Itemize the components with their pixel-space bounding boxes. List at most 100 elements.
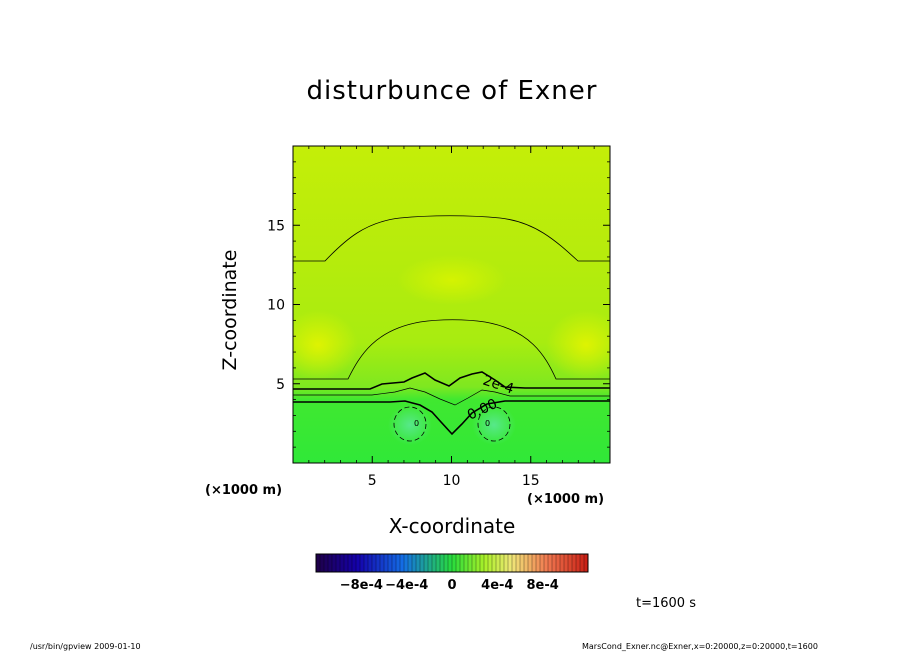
colorbar-swatch [316, 554, 321, 572]
colorbar-swatch [484, 554, 489, 572]
contour-line-0 [293, 400, 610, 436]
x-tick-label: 10 [443, 473, 461, 489]
colorbar-swatch [512, 554, 517, 572]
colorbar-swatch [460, 554, 465, 572]
colorbar-tick-label: −8e-4 [340, 578, 383, 593]
y-ticks: 5 10 15 [267, 161, 610, 448]
time-label: t=1600 s [636, 596, 696, 611]
chart-title: disturbunce of Exner [306, 76, 598, 106]
colorbar-swatch [396, 554, 401, 572]
colorbar-swatch [480, 554, 485, 572]
x-axis-label: X-coordinate [0, 514, 904, 538]
colorbar-swatch [528, 554, 533, 572]
colorbar-swatch [328, 554, 333, 572]
colorbar-swatch [564, 554, 569, 572]
y-tick-label: 5 [276, 377, 285, 393]
colorbar-swatch [560, 554, 565, 572]
colorbar-swatch [428, 554, 433, 572]
colorbar-swatch [476, 554, 481, 572]
colorbar-tick-label: 8e-4 [527, 578, 559, 593]
colorbar-swatch [436, 554, 441, 572]
colorbar-swatch [516, 554, 521, 572]
heatmap-high-region-left [293, 310, 358, 380]
colorbar-swatch [380, 554, 385, 572]
colorbar-swatch [400, 554, 405, 572]
x-axis-label-text: X-coordinate [388, 514, 516, 538]
contour-label-0-left: 0 [414, 419, 419, 428]
colorbar-swatch [552, 554, 557, 572]
x-unit-label-left: (×1000 m) [205, 483, 283, 498]
colorbar-swatch [520, 554, 525, 572]
heatmap-low-region-left [388, 405, 432, 445]
colorbar-swatch [408, 554, 413, 572]
colorbar-swatch [452, 554, 457, 572]
colorbar-swatch [448, 554, 453, 572]
colorbar-frame [315, 553, 589, 573]
colorbar-tick-label: −4e-4 [385, 578, 428, 593]
colorbar-swatch [348, 554, 353, 572]
x-unit-label-right: (×1000 m) [527, 492, 605, 507]
colorbar-tick-label: 0 [447, 578, 456, 593]
colorbar-swatch [376, 554, 381, 572]
colorbar-swatch [540, 554, 545, 572]
footer-left: /usr/bin/gpview 2009-01-10 [30, 642, 141, 651]
x-ticks: 5 10 15 [308, 146, 595, 489]
colorbar-swatch [444, 554, 449, 572]
heatmap-high-region-right [546, 310, 610, 380]
heatmap-low-region-right [472, 405, 516, 445]
colorbar-swatch [568, 554, 573, 572]
colorbar-swatch [536, 554, 541, 572]
x-tick-label: 15 [522, 473, 540, 489]
colorbar-swatch [332, 554, 337, 572]
colorbar-swatch [468, 554, 473, 572]
colorbar-swatch [360, 554, 365, 572]
colorbar-swatch [336, 554, 341, 572]
colorbar-swatch [572, 554, 577, 572]
footer-right: MarsCond_Exner.nc@Exner,x=0:20000,z=0:20… [582, 642, 818, 651]
colorbar-swatch [416, 554, 421, 572]
colorbar-swatch [404, 554, 409, 572]
colorbar-swatch [508, 554, 513, 572]
colorbar-swatch [556, 554, 561, 572]
colorbar-swatch [420, 554, 425, 572]
colorbar-swatch [464, 554, 469, 572]
colorbar-swatch [412, 554, 417, 572]
contour-line-middle [293, 319, 610, 380]
contour-line-2e-4 [293, 371, 610, 390]
heatmap-field [293, 146, 610, 463]
colorbar [315, 553, 589, 573]
colorbar-swatch [356, 554, 361, 572]
colorbar-swatch [384, 554, 389, 572]
colorbar-swatch [340, 554, 345, 572]
contour-label-0-right: 0 [485, 419, 490, 428]
colorbar-swatch [544, 554, 549, 572]
colorbar-tick-label: 4e-4 [481, 578, 513, 593]
colorbar-swatch [580, 554, 585, 572]
colorbar-swatch [500, 554, 505, 572]
colorbar-swatch [548, 554, 553, 572]
colorbar-swatch [504, 554, 509, 572]
heatmap-high-region-center [397, 255, 507, 305]
contour-line-upper [293, 215, 610, 262]
colorbar-swatch [320, 554, 325, 572]
colorbar-swatch [488, 554, 493, 572]
colorbar-swatch [344, 554, 349, 572]
contour-line-thin-a [293, 387, 610, 406]
colorbar-swatch [440, 554, 445, 572]
colorbar-swatch [352, 554, 357, 572]
colorbar-swatch [584, 554, 589, 572]
colorbar-swatch [424, 554, 429, 572]
colorbar-swatch [524, 554, 529, 572]
colorbar-swatch [324, 554, 329, 572]
colorbar-swatch [576, 554, 581, 572]
colorbar-swatch [496, 554, 501, 572]
y-tick-label: 10 [267, 298, 285, 314]
colorbar-swatch [372, 554, 377, 572]
x-tick-label: 5 [368, 473, 377, 489]
contour-negative-left [393, 406, 427, 442]
colorbar-swatch [532, 554, 537, 572]
colorbar-swatch [456, 554, 461, 572]
colorbar-swatch [492, 554, 497, 572]
colorbar-swatch [472, 554, 477, 572]
contour-negative-right [477, 406, 511, 442]
